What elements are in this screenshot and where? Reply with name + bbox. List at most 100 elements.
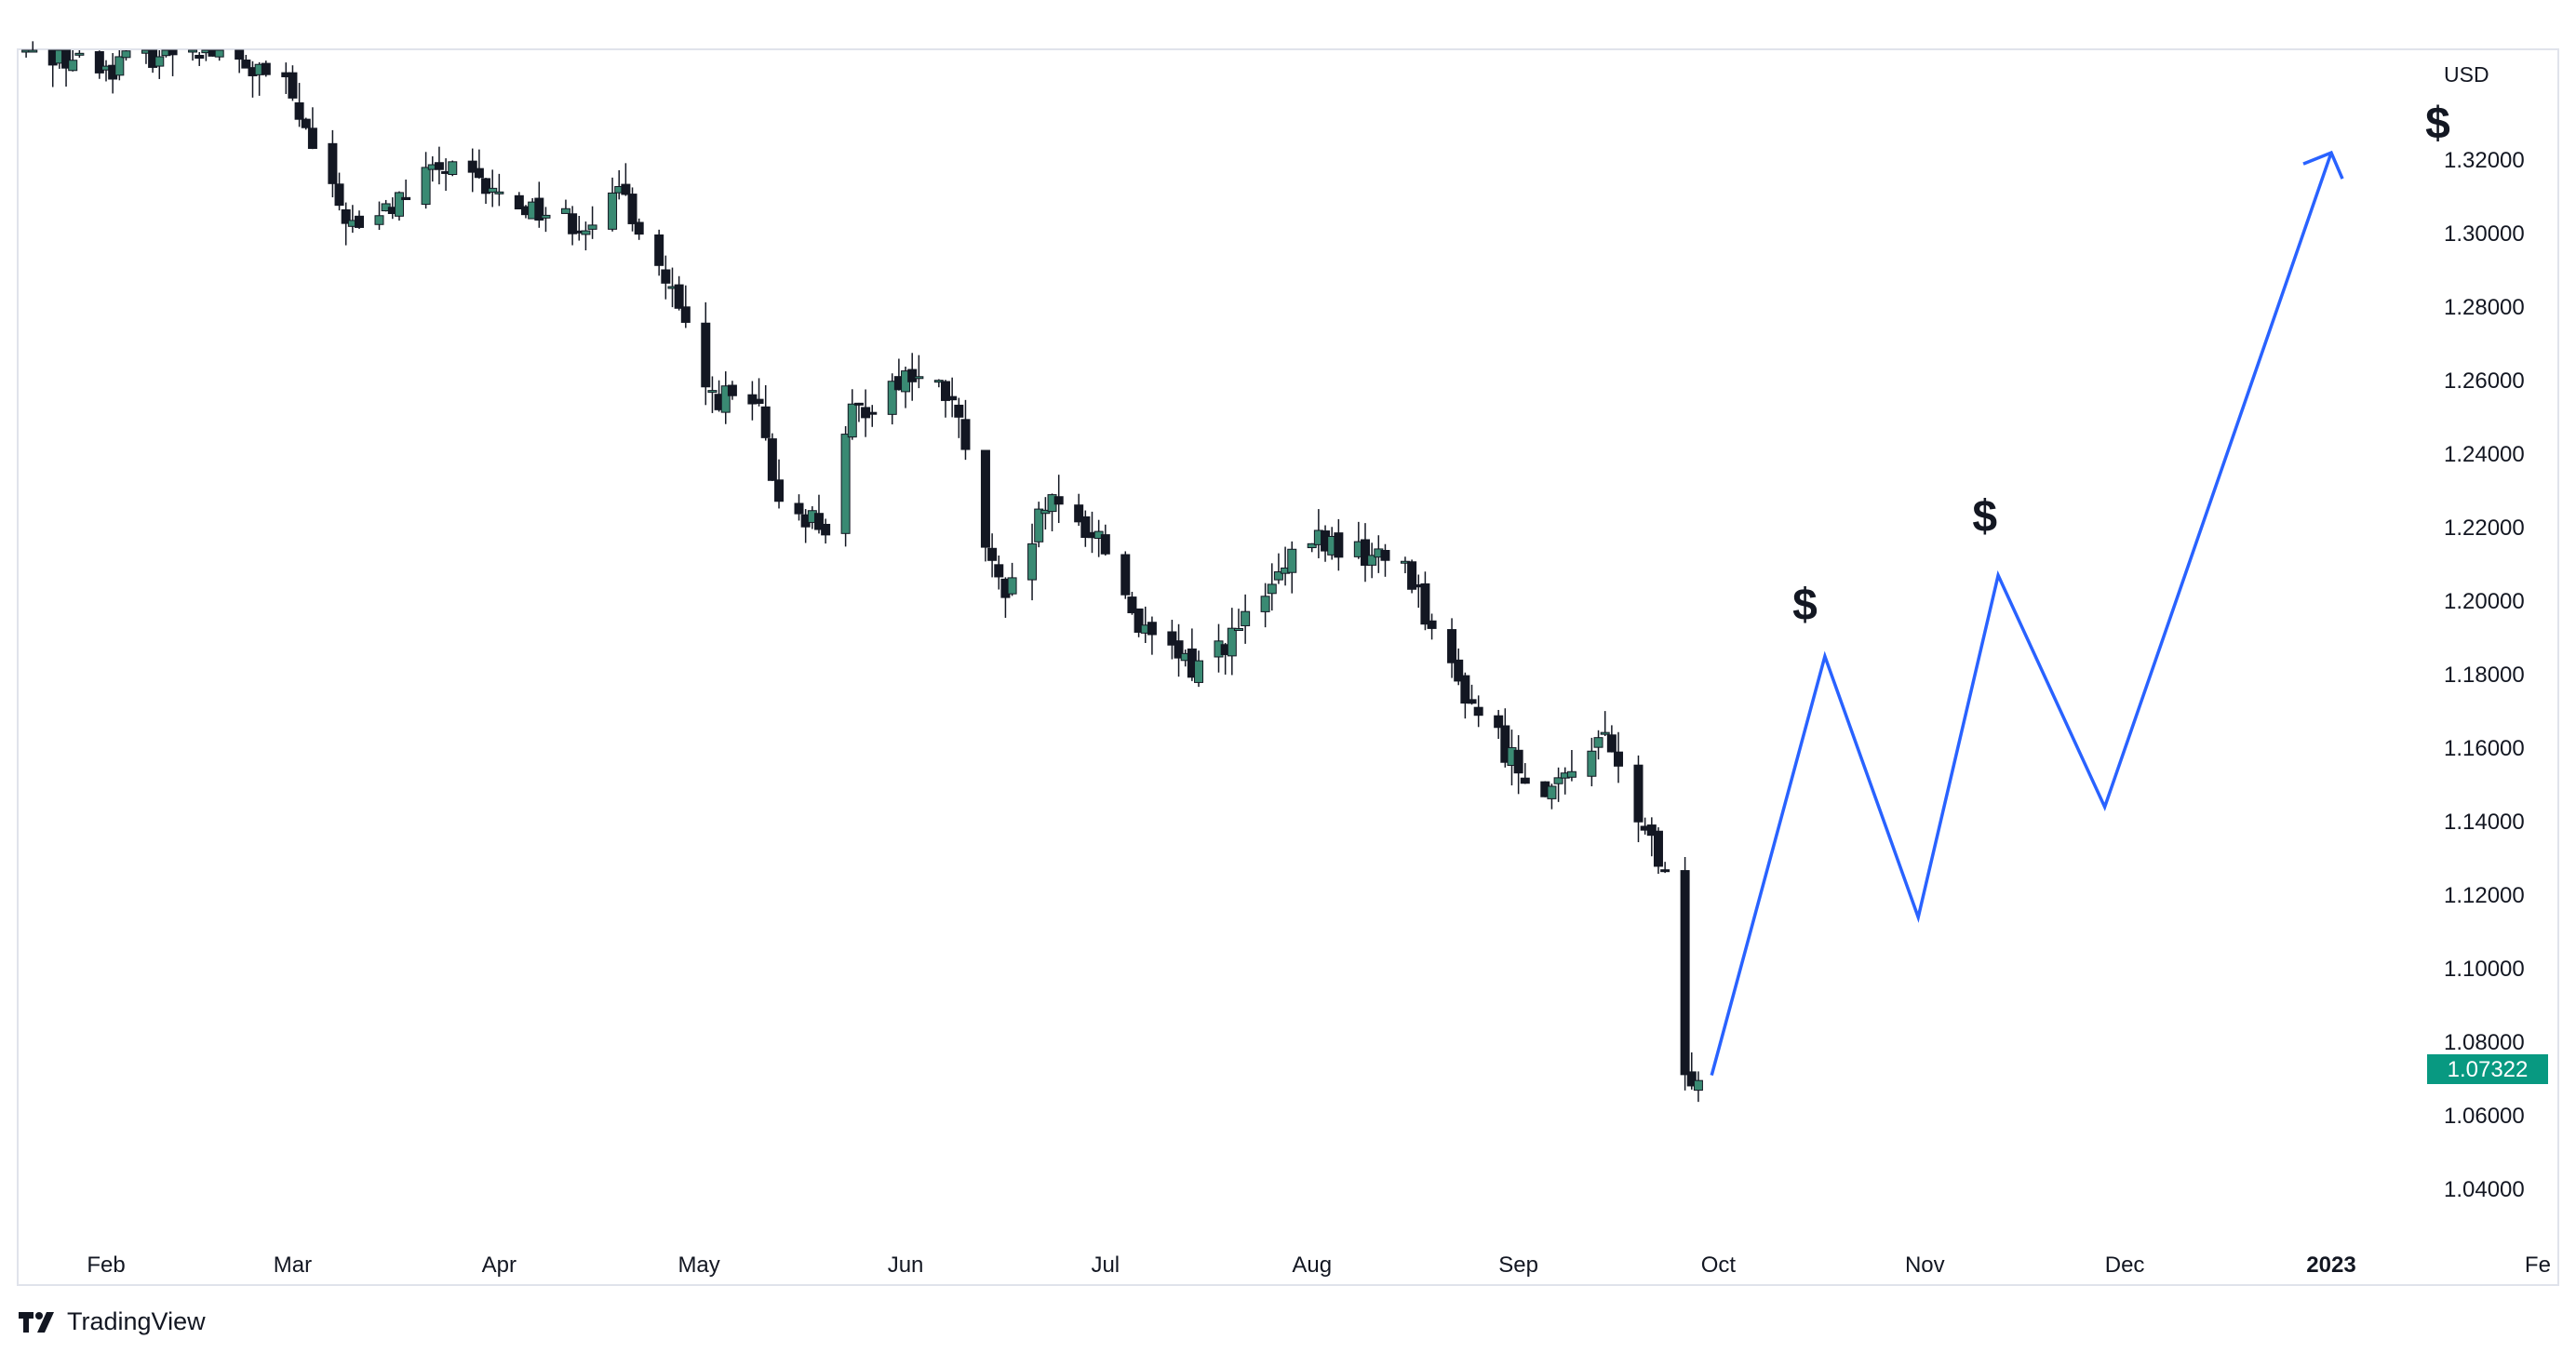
candle: [1367, 543, 1377, 579]
candle: [1380, 543, 1390, 577]
candle: [121, 50, 131, 61]
candle: [94, 50, 104, 79]
candle: [1241, 594, 1251, 644]
candle: [980, 449, 990, 562]
candle: [627, 187, 637, 232]
price-tick-label: 1.32000: [2444, 148, 2525, 173]
candle: [494, 173, 504, 207]
price-tick-label: 1.12000: [2444, 883, 2525, 908]
time-tick-label: Apr: [482, 1253, 517, 1278]
time-tick-label: Jun: [888, 1253, 924, 1278]
candles-layer: [21, 41, 1703, 1103]
candle: [1454, 648, 1464, 686]
candle: [987, 533, 998, 578]
candle: [1553, 767, 1563, 802]
candle: [1427, 613, 1437, 640]
candle: [680, 285, 691, 328]
candle: [1633, 755, 1644, 843]
time-tick-label: Oct: [1701, 1253, 1737, 1278]
tradingview-logo-icon[interactable]: [19, 1310, 58, 1333]
candle: [1473, 695, 1483, 728]
candle: [1267, 563, 1277, 611]
time-tick-label: Dec: [2105, 1253, 2145, 1278]
candle: [1680, 857, 1690, 1091]
candle: [954, 397, 964, 438]
candle: [1260, 583, 1270, 628]
price-tick-label: 1.10000: [2444, 957, 2525, 982]
candle: [867, 405, 878, 427]
candle: [341, 202, 351, 246]
candle: [1606, 725, 1617, 753]
price-tick-label: 1.20000: [2444, 589, 2525, 614]
candle: [1693, 1071, 1703, 1103]
candle: [1566, 749, 1576, 782]
candle: [261, 60, 271, 77]
candle: [560, 199, 570, 214]
candle: [1460, 672, 1470, 719]
candle: [994, 555, 1004, 590]
price-tick-label: 1.22000: [2444, 516, 2525, 541]
candle: [853, 402, 864, 422]
candle: [61, 49, 72, 87]
price-tick-label: 1.04000: [2444, 1177, 2525, 1202]
dollar-annotation[interactable]: $: [1972, 492, 1997, 542]
time-tick-label: Aug: [1292, 1253, 1332, 1278]
candle: [821, 518, 831, 544]
candle: [1080, 510, 1091, 547]
candle: [1500, 708, 1510, 768]
candle: [767, 433, 777, 481]
candle: [1520, 763, 1530, 784]
candle: [1547, 784, 1557, 810]
candle: [488, 169, 498, 208]
candle: [840, 425, 851, 547]
candle: [1134, 608, 1144, 637]
candle: [1194, 650, 1204, 688]
candle: [68, 50, 78, 72]
candle: [887, 373, 897, 425]
dollar-annotation[interactable]: $: [1792, 581, 1818, 630]
candle: [634, 218, 644, 240]
candle: [707, 376, 718, 413]
candle: [1646, 817, 1657, 857]
candle: [467, 148, 477, 193]
candle: [334, 172, 344, 211]
candle: [1307, 543, 1317, 553]
candle: [514, 192, 524, 210]
price-tick-label: 1.06000: [2444, 1104, 2525, 1129]
candle: [328, 129, 338, 198]
candle: [960, 399, 971, 461]
candle: [421, 152, 431, 209]
candle: [434, 146, 444, 185]
candle: [720, 371, 731, 424]
annotation-layer: $ $ $: [1792, 99, 2450, 629]
brand-name[interactable]: TradingView: [67, 1306, 206, 1335]
candle: [1287, 541, 1297, 594]
candle: [28, 41, 38, 53]
projection-line[interactable]: [1710, 152, 2333, 1077]
time-tick-label: Feb: [87, 1253, 125, 1278]
candle: [1420, 571, 1430, 631]
candle: [914, 355, 924, 389]
candle: [674, 275, 684, 311]
candle: [581, 221, 591, 251]
candle: [188, 49, 198, 61]
price-tick-label: 1.24000: [2444, 442, 2525, 467]
candle: [294, 83, 304, 127]
time-tick-label: Sep: [1498, 1253, 1538, 1278]
price-tick-label: 1.08000: [2444, 1030, 2525, 1055]
candle: [940, 380, 950, 418]
price-tick-label: 1.28000: [2444, 295, 2525, 320]
dollar-annotation[interactable]: $: [2425, 99, 2450, 148]
candle: [1034, 502, 1044, 548]
candle: [1494, 709, 1504, 740]
footer: TradingView: [19, 1303, 206, 1340]
candle: [907, 353, 918, 401]
candle: [1587, 737, 1597, 786]
candle: [1074, 493, 1084, 527]
candle: [541, 207, 551, 233]
currency-label: USD: [2444, 62, 2489, 87]
candle: [1593, 730, 1603, 760]
current-price-value: 1.07322: [2448, 1057, 2529, 1082]
candle: [1467, 684, 1477, 705]
